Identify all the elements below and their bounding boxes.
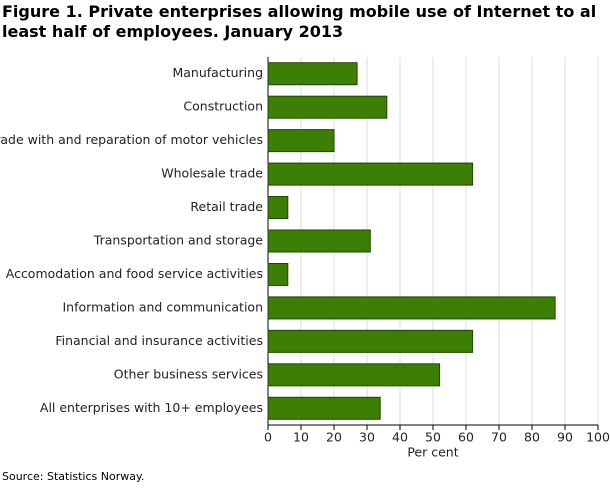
y-tick-label: Trade with and reparation of motor vehic… (0, 132, 263, 147)
bar (267, 363, 441, 387)
bar (267, 296, 556, 320)
y-tick-label: Retail trade (190, 199, 263, 214)
x-tick-label: 70 (491, 430, 507, 445)
bar (267, 329, 474, 353)
y-tick-label: Information and communication (63, 299, 264, 314)
y-tick-label: Manufacturing (172, 65, 263, 80)
bar (267, 396, 381, 420)
y-tick-label: Wholesale trade (161, 166, 263, 181)
x-tick-label: 10 (293, 430, 309, 445)
bar (267, 262, 289, 286)
x-tick-label: 40 (392, 430, 408, 445)
bar (267, 229, 371, 253)
x-tick-label: 80 (524, 430, 540, 445)
y-tick-label: Other business services (114, 366, 263, 381)
x-tick-label: 20 (326, 430, 342, 445)
y-tick-label: Accomodation and food service activities (6, 266, 263, 281)
x-axis-label: Per cent (407, 445, 458, 460)
x-tick-label: 60 (458, 430, 474, 445)
y-tick-label: All enterprises with 10+ employees (40, 400, 263, 415)
y-tick-label: Financial and insurance activities (55, 333, 263, 348)
x-tick-label: 30 (359, 430, 375, 445)
x-tick-label: 0 (264, 430, 272, 445)
bar (267, 62, 358, 86)
bar (267, 196, 289, 220)
x-tick-label: 100 (586, 430, 610, 445)
bar (267, 95, 388, 119)
chart-title: Figure 1. Private enterprises allowing m… (2, 2, 597, 41)
y-tick-label: Construction (183, 99, 263, 114)
x-tick-label: 90 (557, 430, 573, 445)
bar (267, 162, 474, 186)
y-tick-label: Transportation and storage (93, 233, 264, 248)
bar (267, 129, 335, 153)
x-tick-label: 50 (425, 430, 441, 445)
source: Source: Statistics Norway. (2, 470, 145, 483)
